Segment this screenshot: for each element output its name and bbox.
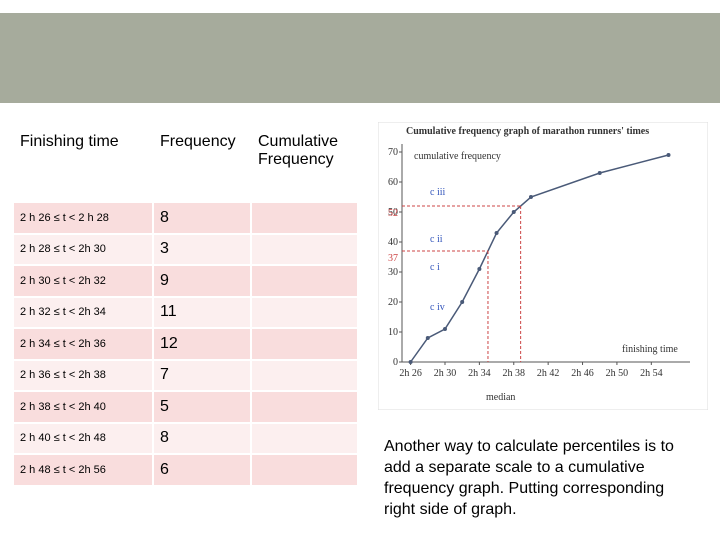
table-row: 2 h 48 ≤ t < 2h 56 6 (12, 453, 359, 487)
table-body: 2 h 26 ≤ t < 2 h 28 8 2 h 28 ≤ t < 2h 30 3 2… (12, 201, 359, 487)
column-header: Cumulative Frequency (250, 123, 359, 203)
time-cell: 2 h 40 ≤ t < 2h 48 (12, 421, 154, 455)
table-row: 2 h 34 ≤ t < 2h 36 12 (12, 327, 359, 361)
data-point (442, 327, 447, 331)
cumulative-cell (250, 327, 359, 361)
frequency-cell: 11 (152, 295, 252, 329)
table-row: 2 h 36 ≤ t < 2h 38 7 (12, 358, 359, 392)
annotation: c iii (430, 187, 445, 198)
x-tick-label: 2h 26 (399, 368, 422, 379)
time-cell: 2 h 28 ≤ t < 2h 30 (12, 232, 154, 266)
time-cell: 2 h 26 ≤ t < 2 h 28 (12, 201, 154, 235)
guide-label: 37 (388, 253, 398, 264)
y-tick-label: 20 (388, 297, 398, 308)
frequency-cell: 9 (152, 264, 252, 298)
annotation: c iv (430, 302, 445, 313)
x-tick-label: 2h 54 (640, 368, 663, 379)
guide-label: 52 (388, 208, 398, 219)
time-cell: 2 h 32 ≤ t < 2h 34 (12, 295, 154, 329)
data-point (460, 300, 465, 304)
y-tick-label: 30 (388, 267, 398, 278)
data-point (408, 360, 413, 364)
frequency-cell: 7 (152, 358, 252, 392)
cumulative-cell (250, 201, 359, 235)
table-row: 2 h 26 ≤ t < 2 h 28 8 (12, 201, 359, 235)
time-cell: 2 h 48 ≤ t < 2h 56 (12, 453, 154, 487)
cumulative-cell (250, 264, 359, 298)
frequency-cell: 12 (152, 327, 252, 361)
x-tick-label: 2h 42 (537, 368, 560, 379)
frequency-cell: 8 (152, 421, 252, 455)
cumulative-cell (250, 390, 359, 424)
table-row: 2 h 40 ≤ t < 2h 48 8 (12, 421, 359, 455)
graph-title: Cumulative frequency graph of marathon r… (406, 126, 649, 137)
time-cell: 2 h 36 ≤ t < 2h 38 (12, 358, 154, 392)
time-cell: 2 h 34 ≤ t < 2h 36 (12, 327, 154, 361)
caption: Another way to calculate percentiles is … (384, 438, 674, 518)
data-point (494, 231, 499, 235)
frequency-cell: 5 (152, 390, 252, 424)
column-header: Finishing time (12, 123, 154, 203)
graph-background (378, 122, 708, 410)
x-tick-label: 2h 50 (606, 368, 629, 379)
data-point (425, 336, 430, 340)
y-axis-label: cumulative frequency (414, 151, 501, 162)
y-tick-label: 0 (393, 357, 398, 368)
data-point (511, 210, 516, 214)
column-header: Frequency (152, 123, 252, 203)
frequency-table: Finishing time Frequency Cumulative Freque… (12, 123, 359, 487)
data-point (528, 195, 533, 199)
time-cell: 2 h 30 ≤ t < 2h 32 (12, 264, 154, 298)
header-row: Finishing time Frequency Cumulative Freque… (12, 123, 359, 203)
table-row: 2 h 28 ≤ t < 2h 30 3 (12, 232, 359, 266)
time-cell: 2 h 38 ≤ t < 2h 40 (12, 390, 154, 424)
cumulative-cell (250, 421, 359, 455)
cumulative-cell (250, 358, 359, 392)
table-row: 2 h 38 ≤ t < 2h 40 5 (12, 390, 359, 424)
y-tick-label: 50 (388, 207, 398, 218)
cumulative-cell (250, 295, 359, 329)
banner (0, 13, 720, 106)
frequency-cell: 6 (152, 453, 252, 487)
cumulative-cell (250, 453, 359, 487)
y-tick-label: 10 (388, 327, 398, 338)
y-tick-label: 60 (388, 177, 398, 188)
x-tick-label: 2h 46 (571, 368, 594, 379)
table-row: 2 h 30 ≤ t < 2h 32 9 (12, 264, 359, 298)
annotation: c ii (430, 234, 443, 245)
cumulative-cell (250, 232, 359, 266)
frequency-cell: 8 (152, 201, 252, 235)
annotation: median (486, 392, 515, 403)
x-tick-label: 2h 38 (503, 368, 526, 379)
annotation: c i (430, 262, 440, 273)
data-point (666, 153, 671, 157)
x-axis-label: finishing time (622, 344, 678, 355)
frequency-cell: 3 (152, 232, 252, 266)
table-row: 2 h 32 ≤ t < 2h 34 11 (12, 295, 359, 329)
data-point (477, 267, 482, 271)
data-point (597, 171, 602, 175)
x-tick-label: 2h 34 (468, 368, 491, 379)
y-tick-label: 40 (388, 237, 398, 248)
graph: Cumulative frequency graph of marathon r… (378, 122, 708, 410)
x-tick-label: 2h 30 (434, 368, 457, 379)
y-tick-label: 70 (388, 147, 398, 158)
